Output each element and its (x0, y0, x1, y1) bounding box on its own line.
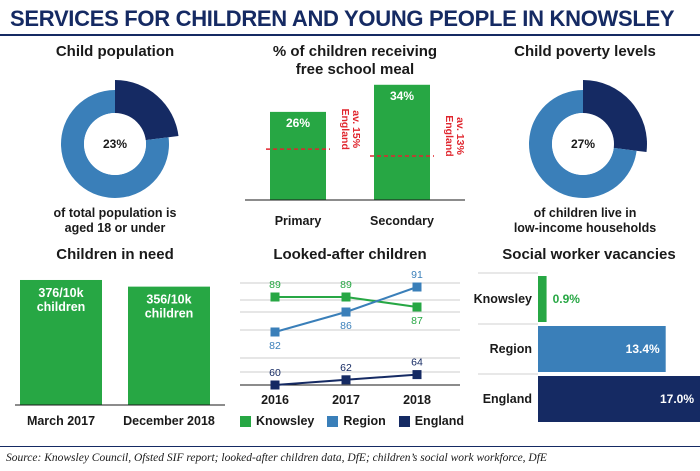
lac-point-label-england-2: 64 (411, 357, 423, 369)
swv-bar-label-2: 17.0% (660, 392, 694, 406)
lac-point-knowsley-2 (412, 302, 422, 312)
legend-swatch-england (398, 415, 410, 427)
lac-point-label-knowsley-1: 89 (340, 279, 352, 291)
lac-point-region-2 (412, 282, 422, 292)
free-school-meal-title: % of children receiving free school meal (245, 43, 465, 79)
lac-point-england-0 (270, 380, 280, 390)
social-worker-title: Social worker vacancies (502, 246, 676, 263)
lac-point-region-0 (270, 327, 280, 337)
swv-bar-0 (538, 276, 547, 322)
lac-x-tick-1: 2017 (332, 393, 360, 407)
child-poverty-caption-line2: low-income households (513, 221, 657, 235)
source-note: Source: Knowsley Council, Ofsted SIF rep… (6, 452, 547, 464)
child-population-pie-center (84, 113, 146, 175)
lac-point-label-region-0: 82 (269, 340, 281, 352)
swv-bar-label-0: 0.9% (553, 292, 581, 306)
legend-swatch-knowsley (240, 415, 251, 427)
lac-point-label-knowsley-0: 89 (269, 279, 281, 291)
cin-bar-label-1-line1: 356/10k (146, 293, 191, 307)
child-poverty-pie-value-label: 27% (571, 137, 595, 151)
lac-point-label-region-1: 86 (340, 320, 352, 332)
fsm-category-1: Secondary (370, 214, 434, 228)
fsm-bar-label-0: 26% (286, 116, 310, 130)
swv-bar-1 (538, 326, 666, 372)
child-population-caption-line2: aged 18 or under (64, 221, 166, 235)
fsm-reference-label-0-line1: England (339, 108, 351, 149)
cin-category-0: March 2017 (27, 414, 95, 428)
child-poverty-pie-center (552, 113, 614, 175)
lac-x-tick-2: 2018 (403, 393, 431, 407)
fsm-reference-label-0-line2: av. 15% (350, 110, 362, 148)
fsm-bar-1 (374, 84, 430, 200)
child-population-pie-slice-1 (60, 90, 169, 198)
swv-bar-2 (538, 376, 700, 422)
lac-point-england-2 (412, 370, 422, 380)
child-poverty-pie-slice-1 (529, 90, 637, 198)
legend-item-england: England (398, 414, 465, 428)
lac-point-knowsley-1 (341, 292, 351, 302)
fsm-reference-label-1: England av. 13% (443, 115, 466, 156)
swv-category-2: England (483, 392, 532, 406)
fsm-bar-0 (270, 111, 326, 200)
legend-label-region: Region (343, 414, 386, 428)
lac-point-label-england-0: 60 (269, 367, 281, 379)
lac-point-label-region-2: 91 (411, 269, 423, 281)
legend-item-knowsley: Knowsley (240, 414, 314, 428)
child-poverty-caption-line1: of children live in (533, 206, 637, 220)
lac-point-label-england-1: 62 (340, 362, 352, 374)
footer-rule (0, 446, 700, 447)
lac-point-knowsley-0 (270, 292, 280, 302)
legend-label-knowsley: Knowsley (256, 414, 315, 428)
cin-bar-label-0-line1: 376/10k (38, 286, 83, 300)
fsm-reference-label-0: England av. 15% (339, 108, 362, 149)
child-population-title: Child population (55, 43, 175, 60)
free-school-meal-title-line2: free school meal (295, 61, 415, 78)
legend-item-region: Region (327, 414, 386, 428)
swv-bar-label-1: 13.4% (626, 342, 660, 356)
legend-swatch-region (327, 415, 339, 427)
looked-after-legend: Knowsley Region England (240, 414, 477, 428)
children-in-need-title: Children in need (56, 246, 174, 263)
cin-bar-label-0-line2: children (37, 300, 86, 314)
fsm-bar-label-1: 34% (390, 89, 414, 103)
cin-bar-0 (20, 279, 102, 405)
cin-bar-1 (128, 286, 210, 405)
fsm-reference-label-1-line1: England (443, 115, 455, 156)
cin-bar-label-1-line2: children (145, 307, 194, 321)
looked-after-title: Looked-after children (273, 246, 427, 263)
lac-point-england-1 (341, 375, 351, 385)
child-population-caption: of total population is aged 18 or under (20, 206, 210, 236)
child-poverty-caption: of children live in low-income household… (490, 206, 680, 236)
lac-point-label-knowsley-2: 87 (411, 315, 423, 327)
fsm-reference-label-1-line2: av. 13% (454, 117, 466, 155)
child-population-caption-line1: of total population is (53, 206, 177, 220)
swv-category-0: Knowsley (474, 292, 532, 306)
cin-category-1: December 2018 (123, 414, 215, 428)
swv-category-1: Region (490, 342, 532, 356)
page-title: SERVICES FOR CHILDREN AND YOUNG PEOPLE I… (10, 6, 675, 31)
lac-point-region-1 (341, 307, 351, 317)
lac-x-tick-0: 2016 (261, 393, 289, 407)
fsm-category-0: Primary (275, 214, 322, 228)
child-poverty-title: Child poverty levels (514, 43, 656, 60)
legend-label-england: England (414, 414, 465, 428)
free-school-meal-title-line1: % of children receiving (272, 43, 438, 60)
title-rule (0, 34, 700, 36)
child-population-pie-value-label: 23% (103, 137, 127, 151)
